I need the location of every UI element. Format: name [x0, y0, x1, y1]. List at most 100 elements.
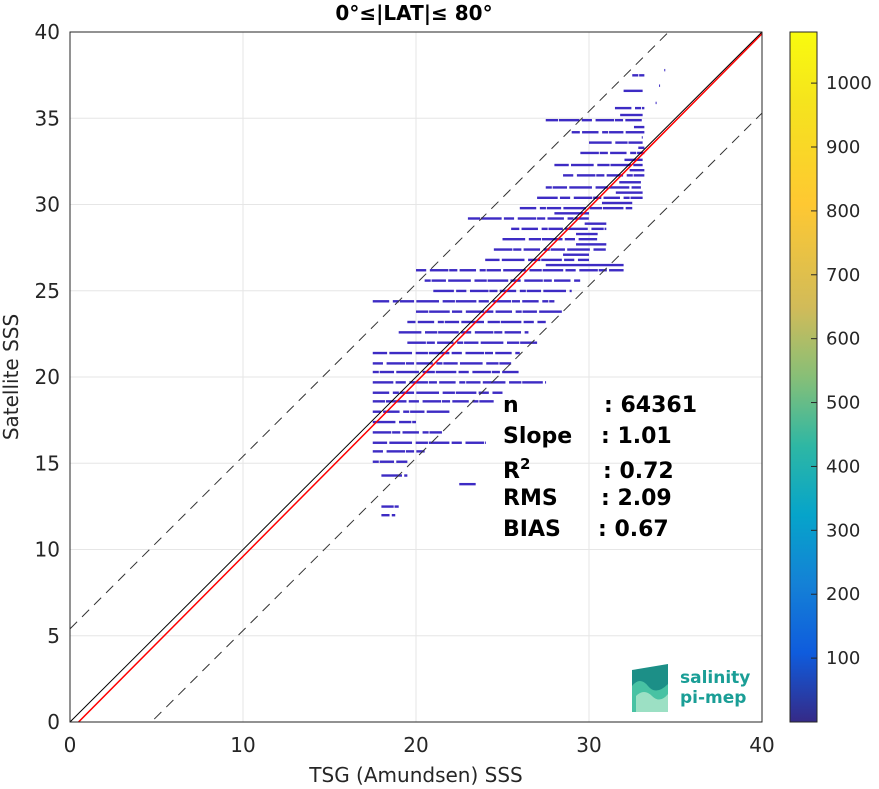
density-cell	[372, 410, 381, 413]
density-cell	[398, 331, 422, 334]
density-cell	[625, 118, 642, 122]
density-cell	[545, 381, 547, 384]
density-cell	[389, 351, 413, 355]
density-cell	[428, 381, 437, 384]
colorbar-tick-label: 100	[826, 648, 860, 669]
density-cell	[455, 391, 477, 394]
density-cell	[503, 269, 526, 272]
density-cell	[465, 351, 484, 355]
density-cell	[543, 279, 552, 282]
density-points	[372, 68, 666, 517]
density-cell	[381, 474, 402, 477]
colorbar-tick-label: 500	[826, 393, 860, 414]
stat-value: : 1.01	[601, 424, 672, 449]
density-cell	[625, 206, 633, 210]
density-cell	[372, 351, 388, 355]
density-cell	[574, 217, 589, 220]
density-cell	[386, 362, 406, 365]
density-cell	[554, 163, 569, 167]
density-cell	[597, 163, 610, 167]
density-cell	[614, 106, 632, 110]
density-cell	[448, 279, 471, 282]
density-cell	[478, 300, 489, 303]
density-cell	[537, 196, 558, 199]
density-cell	[619, 181, 641, 184]
density-cell	[383, 410, 400, 413]
density-cell	[416, 450, 425, 453]
density-cell	[459, 362, 483, 365]
density-cell	[623, 196, 630, 199]
density-cell	[615, 191, 643, 194]
density-cell	[563, 253, 589, 256]
density-cell	[426, 341, 435, 344]
density-cell	[545, 263, 624, 267]
density-cell	[459, 381, 466, 384]
density-cell	[602, 206, 624, 210]
density-cell	[465, 441, 484, 444]
density-cell	[426, 410, 450, 413]
density-cell	[510, 279, 521, 282]
density-cell	[635, 106, 642, 110]
density-cell	[415, 441, 428, 444]
x-tick-label: 30	[576, 733, 601, 757]
density-cell	[464, 341, 479, 344]
density-cell	[625, 131, 645, 134]
density-cell	[449, 269, 458, 272]
density-cell	[626, 174, 633, 177]
density-cell	[564, 238, 575, 241]
density-cell	[547, 217, 564, 220]
density-cell	[631, 186, 641, 189]
density-cell	[379, 460, 395, 463]
density-cell	[391, 514, 396, 517]
density-cell	[528, 258, 541, 262]
density-cell	[416, 310, 429, 313]
density-cell	[386, 450, 406, 453]
density-cell	[444, 320, 460, 324]
density-cell	[623, 89, 643, 93]
stat-value: : 0.72	[603, 459, 674, 484]
density-cell	[554, 212, 589, 215]
density-cell	[539, 206, 546, 210]
density-cell	[633, 163, 643, 167]
density-cell	[492, 300, 511, 303]
density-cell	[424, 279, 431, 282]
density-cell	[655, 101, 657, 105]
density-cell	[381, 505, 394, 508]
density-cell	[541, 227, 548, 231]
density-cell	[558, 118, 580, 122]
density-cell	[392, 431, 401, 434]
density-cell	[451, 351, 462, 355]
density-cell	[484, 441, 486, 444]
density-cell	[422, 431, 429, 434]
density-cell	[664, 68, 666, 72]
density-cell	[492, 391, 503, 394]
density-cell	[429, 310, 450, 313]
density-cell	[495, 310, 513, 313]
density-cell	[610, 163, 632, 167]
density-cell	[596, 174, 605, 177]
colorbar	[789, 31, 818, 723]
density-cell	[515, 351, 520, 355]
density-cell	[442, 391, 455, 394]
y-tick-label: 40	[35, 20, 60, 44]
density-cell	[451, 310, 463, 313]
density-cell	[515, 310, 522, 313]
density-cell	[503, 217, 515, 220]
density-cell	[609, 131, 624, 134]
density-cell	[546, 206, 562, 210]
colorbar-tick-label: 400	[826, 456, 860, 477]
density-cell	[399, 300, 415, 303]
colorbar-ticks: 100 200 300 400 500 600 700 800 900 1000	[811, 73, 872, 669]
density-cell	[417, 320, 435, 324]
density-cell	[524, 279, 543, 282]
density-cell	[633, 125, 645, 129]
density-cell	[408, 400, 419, 403]
density-cell	[574, 279, 581, 282]
density-cell	[429, 431, 442, 434]
density-cell	[609, 269, 624, 272]
y-tick-label: 10	[35, 538, 60, 562]
density-cell	[407, 320, 416, 324]
density-cell	[569, 186, 592, 189]
density-cell	[416, 269, 427, 272]
logo-line2: pi-mep	[680, 688, 746, 708]
